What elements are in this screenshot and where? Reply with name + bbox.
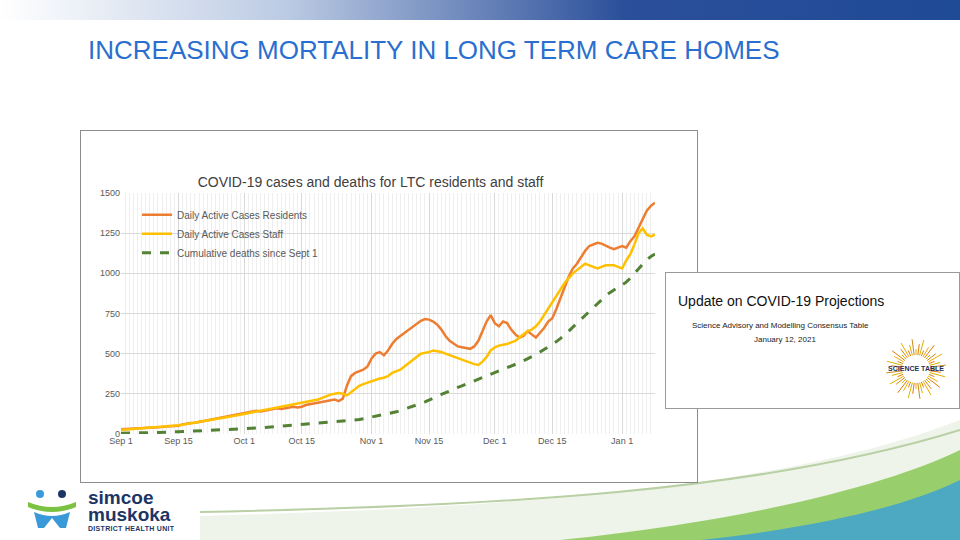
svg-text:Oct 15: Oct 15 [288,436,315,446]
svg-text:Cumulative deaths since Sept 1: Cumulative deaths since Sept 1 [177,248,318,259]
svg-text:500: 500 [105,349,120,359]
svg-text:1000: 1000 [100,268,120,278]
svg-text:Daily Active Cases Residents: Daily Active Cases Residents [177,210,307,221]
svg-text:1250: 1250 [100,228,120,238]
html-text:January 12, 2021: January 12, 2021 [754,335,816,344]
svg-text:250: 250 [105,389,120,399]
svg-text:Dec 1: Dec 1 [483,436,507,446]
svg-text:0: 0 [115,429,120,439]
html-text:Science Advisory and Modelling: Science Advisory and Modelling Consensus… [692,321,869,330]
html-text:DISTRICT HEALTH UNIT: DISTRICT HEALTH UNIT [88,525,175,532]
svg-text:1500: 1500 [100,188,120,198]
html-text:SCIENCE TABLE: SCIENCE TABLE [888,365,944,372]
svg-text:Nov 15: Nov 15 [415,436,444,446]
svg-text:Oct 1: Oct 1 [233,436,255,446]
svg-text:Sep 15: Sep 15 [164,436,193,446]
svg-text:Dec 15: Dec 15 [538,436,567,446]
svg-text:Jan 1: Jan 1 [611,436,633,446]
html-text:muskoka: muskoka [88,504,171,525]
svg-text:Sep 1: Sep 1 [109,436,133,446]
html-text:INCREASING MORTALITY IN LONG T: INCREASING MORTALITY IN LONG TERM CARE H… [88,35,780,65]
html-text:simcoe: simcoe [88,487,154,508]
html-text:Update on COVID-19 Projections: Update on COVID-19 Projections [678,293,885,309]
svg-text:Nov 1: Nov 1 [360,436,384,446]
svg-text:COVID-19 cases and deaths for: COVID-19 cases and deaths for LTC reside… [198,174,544,190]
svg-text:750: 750 [105,309,120,319]
svg-text:Daily Active Cases Staff: Daily Active Cases Staff [177,229,283,240]
